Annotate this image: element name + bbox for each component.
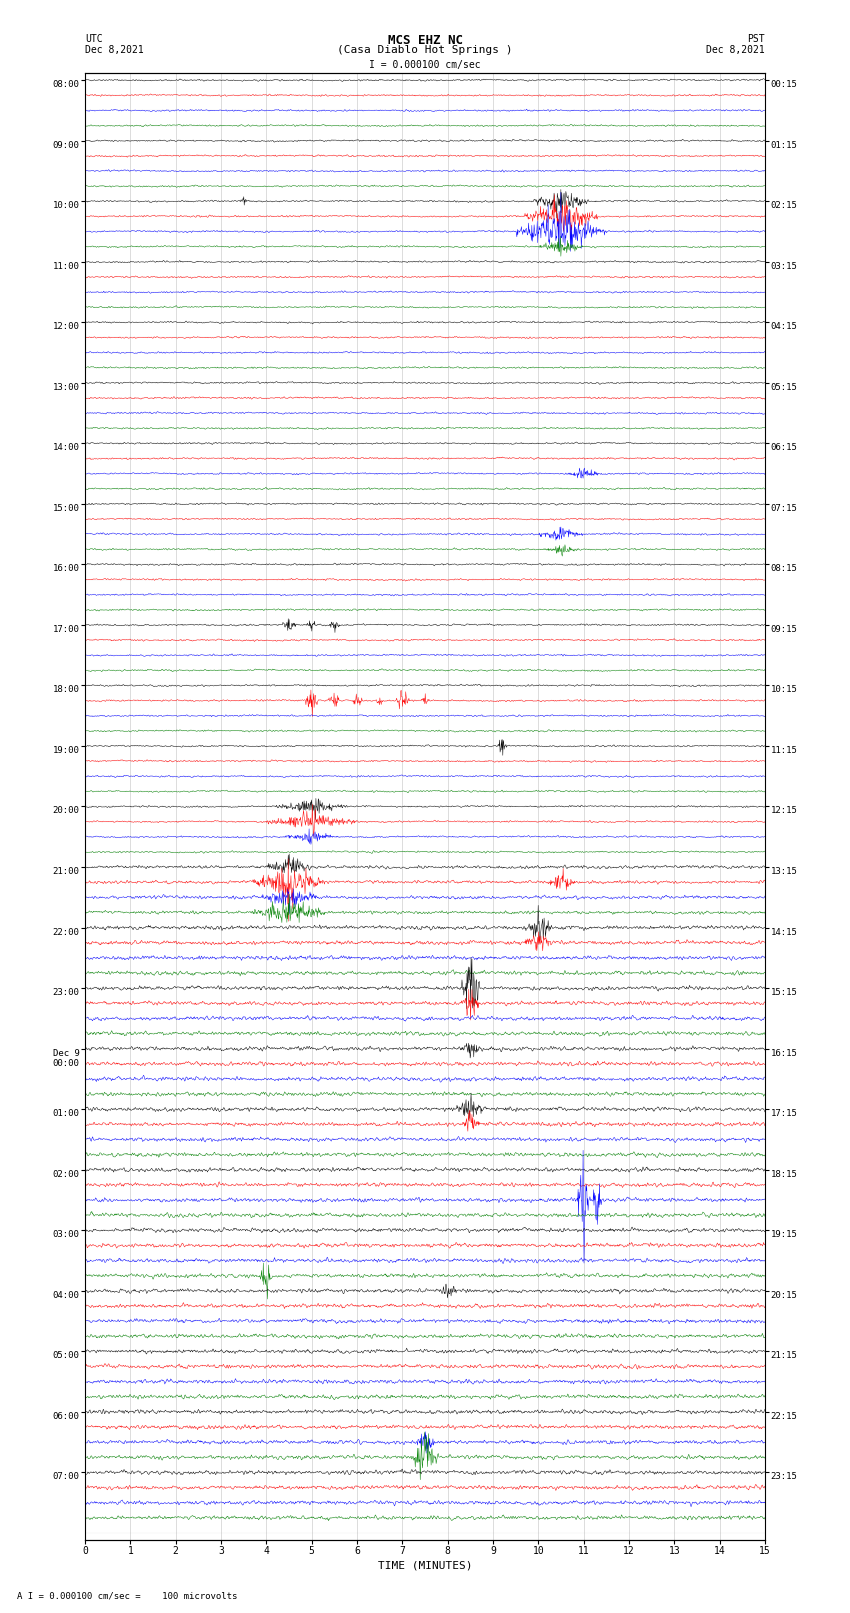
Text: Dec 8,2021: Dec 8,2021	[85, 45, 144, 55]
Text: A I = 0.000100 cm/sec =    100 microvolts: A I = 0.000100 cm/sec = 100 microvolts	[17, 1590, 237, 1600]
X-axis label: TIME (MINUTES): TIME (MINUTES)	[377, 1560, 473, 1569]
Text: Dec 8,2021: Dec 8,2021	[706, 45, 765, 55]
Text: UTC: UTC	[85, 34, 103, 44]
Text: MCS EHZ NC: MCS EHZ NC	[388, 34, 462, 47]
Text: I = 0.000100 cm/sec: I = 0.000100 cm/sec	[369, 60, 481, 69]
Text: PST: PST	[747, 34, 765, 44]
Text: (Casa Diablo Hot Springs ): (Casa Diablo Hot Springs )	[337, 45, 513, 55]
